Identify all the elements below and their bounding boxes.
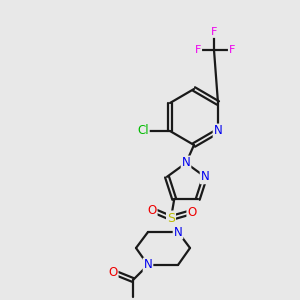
- Text: N: N: [182, 157, 190, 169]
- Text: F: F: [195, 45, 201, 55]
- Text: N: N: [201, 170, 209, 183]
- Text: Cl: Cl: [137, 124, 149, 137]
- Text: O: O: [147, 203, 157, 217]
- Text: N: N: [144, 259, 152, 272]
- Text: O: O: [188, 206, 196, 218]
- Text: F: F: [211, 27, 217, 37]
- Text: S: S: [167, 212, 175, 224]
- Text: O: O: [108, 266, 118, 278]
- Text: N: N: [214, 124, 222, 137]
- Text: F: F: [229, 45, 235, 55]
- Text: N: N: [174, 226, 182, 238]
